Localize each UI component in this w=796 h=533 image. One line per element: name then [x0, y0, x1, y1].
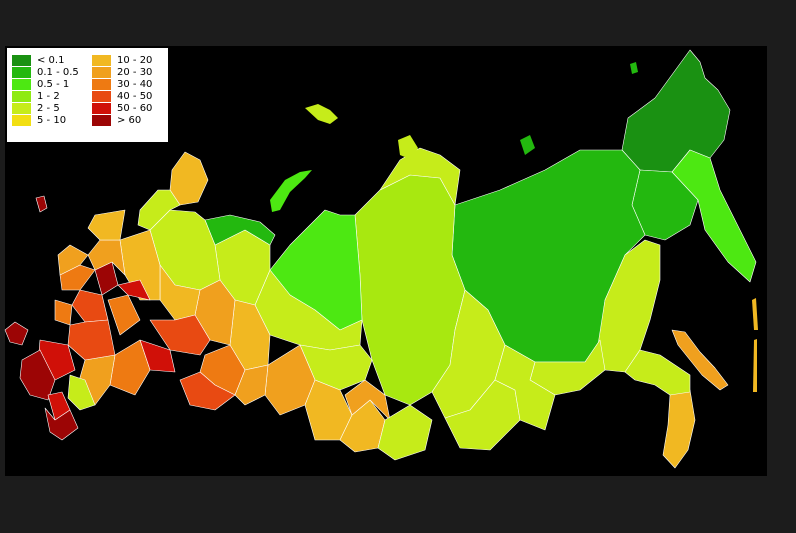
- region-kaliningrad: [35, 195, 48, 213]
- region-primorye: [662, 389, 696, 469]
- legend-swatch: [12, 102, 31, 114]
- legend-item: 0.5 - 1: [12, 78, 79, 90]
- region-belgorod: [54, 299, 73, 326]
- island-wrangel: [630, 62, 638, 74]
- legend-swatch: [12, 78, 31, 90]
- legend-label: 2 - 5: [37, 102, 60, 114]
- legend-item: 40 - 50: [92, 90, 152, 102]
- legend-swatch: [12, 54, 31, 66]
- region-kemerovo: [344, 379, 391, 421]
- region-tyva: [377, 404, 433, 461]
- region-zabaykalsky: [494, 344, 556, 431]
- legend-swatch: [92, 114, 111, 126]
- region-central-2: [107, 294, 141, 336]
- region-karelia: [137, 189, 181, 231]
- legend-label: 0.5 - 1: [37, 78, 70, 90]
- region-lower-amur: [624, 349, 691, 396]
- region-nenets: [204, 214, 276, 246]
- legend-item: 5 - 10: [12, 114, 79, 126]
- legend-label: 1 - 2: [37, 90, 60, 102]
- region-north-caucasus: [44, 407, 79, 441]
- region-central-3: [117, 279, 151, 301]
- legend-label: 10 - 20: [117, 54, 153, 66]
- legend-swatch: [12, 114, 31, 126]
- legend-label: < 0.1: [37, 54, 65, 66]
- region-sakhalin: [671, 329, 729, 391]
- region-chelyabinsk: [234, 364, 269, 406]
- legend-label: 5 - 10: [37, 114, 67, 126]
- region-voronezh: [67, 319, 116, 361]
- region-khanty-mansi: [254, 269, 363, 351]
- region-chukotka: [621, 49, 731, 173]
- legend-item: > 60: [92, 114, 152, 126]
- legend-label: 30 - 40: [117, 78, 153, 90]
- island-novaya-zemlya: [270, 170, 312, 212]
- island-franz-josef: [305, 104, 338, 124]
- legend-column-left: < 0.1 0.1 - 0.5 0.5 - 1 1 - 2 2 - 5 5 - …: [12, 54, 79, 126]
- legend-item: 50 - 60: [92, 102, 152, 114]
- legend-item: 30 - 40: [92, 78, 152, 90]
- legend-column-right: 10 - 20 20 - 30 30 - 40 40 - 50 50 - 60 …: [92, 54, 152, 126]
- region-pskov: [57, 244, 89, 276]
- legend-item: 2 - 5: [12, 102, 79, 114]
- map-legend: < 0.1 0.1 - 0.5 0.5 - 1 1 - 2 2 - 5 5 - …: [7, 48, 168, 142]
- island-severnaya-zemlya: [398, 135, 418, 160]
- island-kurils-2: [753, 339, 757, 392]
- legend-swatch: [12, 90, 31, 102]
- island-new-siberian: [520, 135, 535, 155]
- legend-swatch: [92, 102, 111, 114]
- legend-label: 0.1 - 0.5: [37, 66, 79, 78]
- region-kamchatka: [671, 149, 757, 283]
- legend-item: < 0.1: [12, 54, 79, 66]
- legend-item: 0.1 - 0.5: [12, 66, 79, 78]
- legend-swatch: [92, 78, 111, 90]
- region-murmansk: [169, 151, 209, 206]
- region-krasnodar: [19, 349, 56, 401]
- legend-swatch: [92, 90, 111, 102]
- legend-item: 20 - 30: [92, 66, 152, 78]
- legend-item: 1 - 2: [12, 90, 79, 102]
- legend-label: 40 - 50: [117, 90, 153, 102]
- legend-label: 20 - 30: [117, 66, 153, 78]
- region-orenburg: [179, 371, 236, 411]
- region-astrakhan: [67, 374, 96, 411]
- legend-swatch: [92, 66, 111, 78]
- region-crimea: [4, 321, 29, 346]
- legend-item: 10 - 20: [92, 54, 152, 66]
- legend-swatch: [12, 66, 31, 78]
- legend-label: > 60: [117, 114, 142, 126]
- legend-swatch: [92, 54, 111, 66]
- island-kurils: [752, 298, 758, 330]
- legend-label: 50 - 60: [117, 102, 153, 114]
- region-leningrad: [87, 209, 126, 241]
